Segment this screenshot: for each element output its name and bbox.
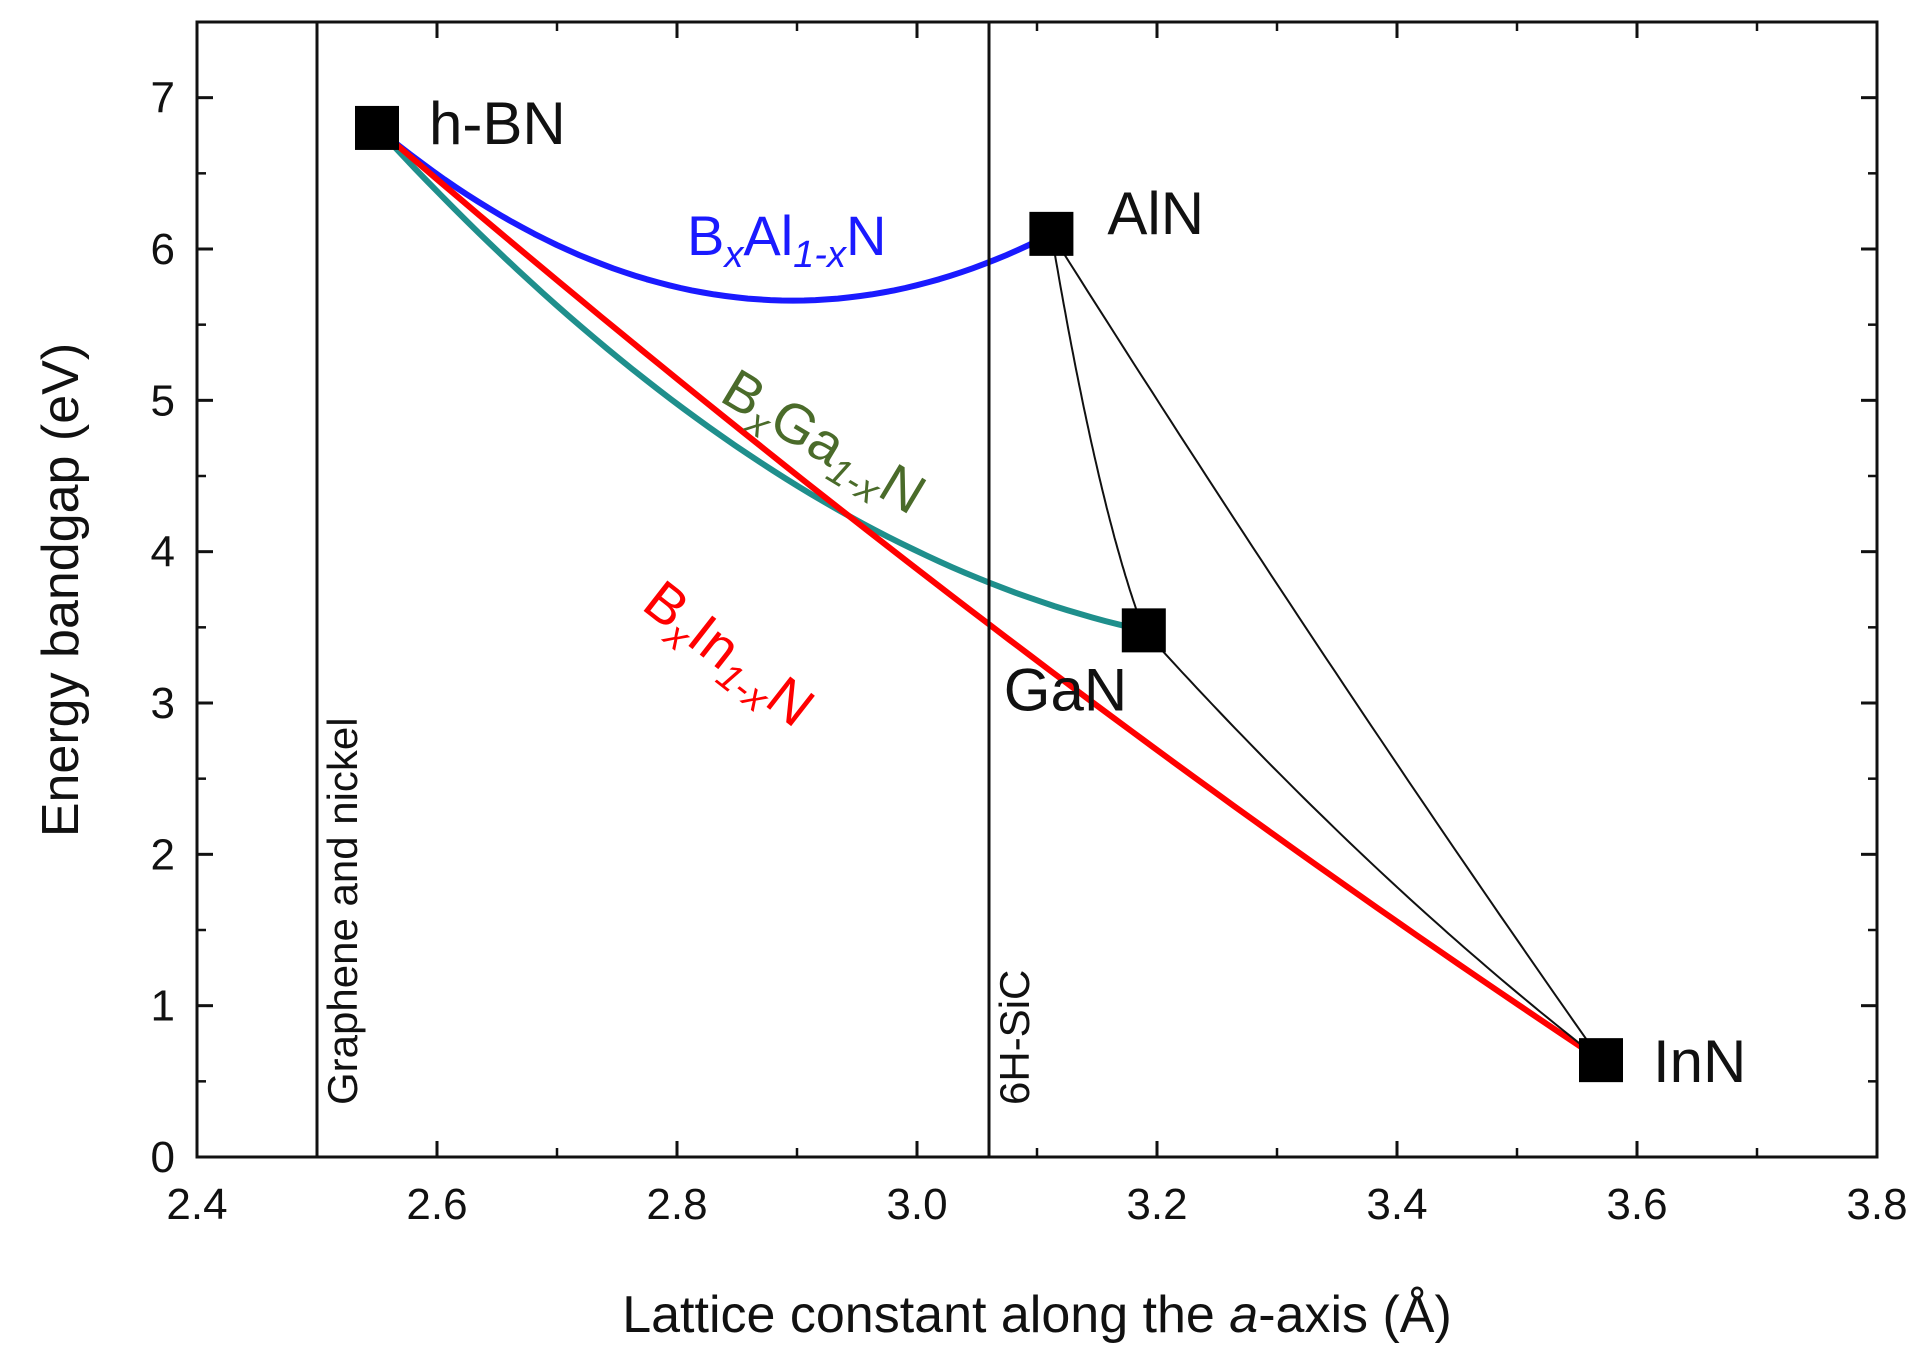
y-tick-label: 6 (151, 225, 175, 274)
x-axis-title: Lattice constant along the a-axis (Å) (622, 1286, 1452, 1344)
label-h-BN: h-BN (429, 90, 566, 157)
y-tick-label: 1 (151, 982, 175, 1031)
marker-AlN (1029, 211, 1074, 256)
x-tick-label: 3.6 (1606, 1180, 1667, 1229)
marker-GaN (1121, 608, 1166, 653)
x-tick-label: 3.8 (1846, 1180, 1907, 1229)
y-axis-title: Energy bandgap (eV) (32, 343, 90, 837)
curve-BxGa1-xN (374, 124, 1147, 634)
marker-InN (1579, 1038, 1623, 1083)
vline-label-graphene-nickel: Graphene and nickel (319, 717, 366, 1105)
curve-label-BxGa1-xN: BxGa1-xN (707, 356, 936, 533)
marker-h-BN (355, 105, 399, 150)
x-tick-label: 3.2 (1126, 1180, 1187, 1229)
curve-label-BxAl1-xN: BxAl1-xN (687, 204, 886, 276)
label-InN: InN (1653, 1028, 1746, 1095)
curve-AlInN (1050, 232, 1602, 1062)
x-tick-label: 2.8 (646, 1180, 707, 1229)
x-tick-label: 2.6 (406, 1180, 467, 1229)
curve-label-BxIn1-xN: BxIn1-xN (627, 568, 826, 746)
x-tick-label: 3.0 (886, 1180, 947, 1229)
curve-BxAl1-xN (374, 124, 1055, 304)
vline-label-6h-sic: 6H-SiC (991, 970, 1038, 1105)
y-tick-label: 4 (151, 528, 175, 577)
curve-GaInN (1142, 629, 1602, 1062)
y-tick-label: 2 (151, 830, 175, 879)
y-tick-label: 0 (151, 1133, 175, 1182)
label-AlN: AlN (1107, 180, 1204, 247)
label-GaN: GaN (1004, 656, 1127, 723)
x-tick-label: 2.4 (166, 1180, 227, 1229)
curve-AlGaN (1050, 232, 1145, 632)
x-tick-label: 3.4 (1366, 1180, 1427, 1229)
y-tick-label: 3 (151, 679, 175, 728)
y-tick-label: 5 (151, 376, 175, 425)
y-tick-label: 7 (151, 74, 175, 123)
